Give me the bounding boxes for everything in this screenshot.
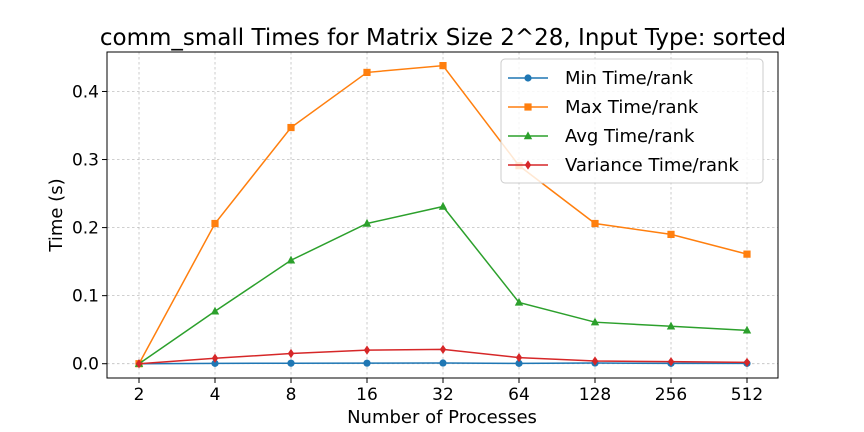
data-point	[515, 352, 523, 363]
y-tick-label: 0.0	[72, 355, 99, 375]
y-tick-label: 0.3	[72, 151, 99, 171]
data-point	[439, 344, 447, 355]
x-tick-label: 128	[579, 385, 611, 405]
data-point	[666, 321, 676, 330]
series-layer	[134, 62, 752, 369]
data-point	[135, 359, 143, 369]
legend-label: Variance Time/rank	[565, 155, 739, 176]
x-tick-label: 4	[210, 385, 221, 405]
data-point	[591, 356, 599, 366]
data-point	[439, 62, 447, 70]
data-point	[211, 359, 219, 367]
series-4	[135, 344, 751, 369]
data-point	[439, 359, 447, 367]
data-point	[287, 359, 295, 367]
x-tick-label: 2	[134, 385, 145, 405]
x-tick-label: 256	[655, 385, 687, 405]
y-axis-label: Time (s)	[46, 178, 67, 252]
legend-swatch-marker	[524, 103, 532, 111]
data-point	[667, 230, 675, 238]
legend-label: Max Time/rank	[565, 97, 699, 118]
chart-title: comm_small Times for Matrix Size 2^28, I…	[100, 25, 786, 51]
y-tick-label: 0.4	[72, 82, 99, 102]
data-point	[363, 345, 371, 355]
legend-box	[500, 58, 764, 184]
legend: Min Time/rank Max Time/rank Avg Time/rank V…	[500, 58, 764, 184]
data-point	[743, 250, 751, 258]
data-point	[287, 348, 295, 359]
x-tick-label: 32	[432, 385, 454, 405]
data-point	[287, 123, 295, 132]
data-point	[743, 357, 751, 367]
data-point	[515, 359, 523, 367]
y-tick-label: 0.2	[72, 219, 99, 239]
data-point	[362, 218, 372, 227]
data-point	[363, 359, 371, 367]
data-point	[286, 255, 296, 264]
y-tick-label: 0.1	[72, 287, 99, 307]
data-point	[363, 68, 371, 77]
data-point	[438, 201, 448, 210]
x-tick-label: 512	[731, 385, 763, 405]
data-point	[742, 325, 752, 334]
x-tick-label: 16	[356, 385, 378, 405]
legend-label: Min Time/rank	[565, 68, 694, 89]
legend-swatch-marker	[524, 160, 532, 170]
data-point	[667, 357, 675, 367]
legend-label: Avg Time/rank	[565, 126, 695, 147]
data-point	[211, 219, 219, 228]
data-point	[514, 297, 524, 306]
data-point	[591, 219, 599, 228]
x-tick-label: 8	[286, 385, 297, 405]
data-point	[211, 353, 219, 363]
data-point	[590, 317, 600, 326]
x-axis-label: Number of Processes	[347, 407, 537, 428]
x-tick-label: 64	[508, 385, 530, 405]
ticks: 2 4 8 16 32 64 128 256 512 0.0 0.1 0.2 0.3 0.4	[72, 82, 763, 405]
data-point	[210, 306, 220, 315]
legend-swatch-marker	[523, 131, 533, 140]
legend-swatch-marker	[524, 74, 532, 82]
